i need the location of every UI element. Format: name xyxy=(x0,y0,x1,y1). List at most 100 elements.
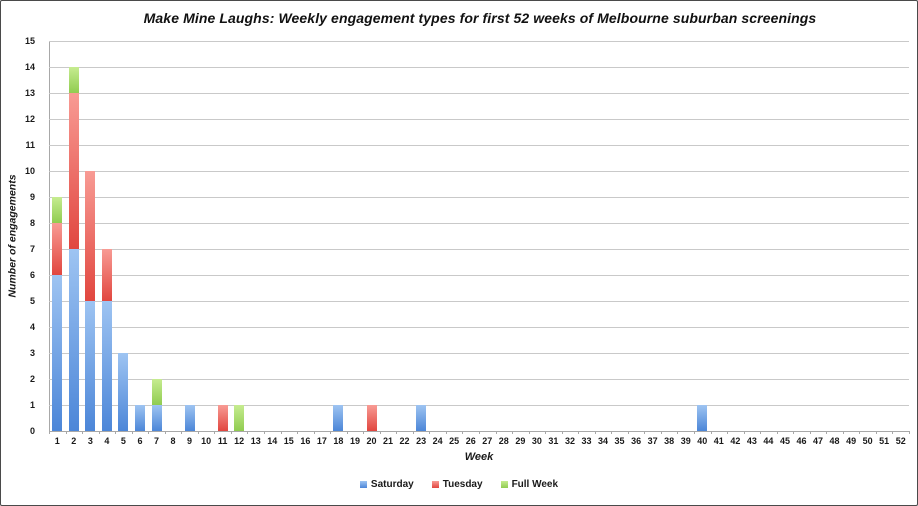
bar-segment-saturday-week-7 xyxy=(151,405,162,431)
bar-segment-full-week-week-2 xyxy=(68,67,79,93)
gridline xyxy=(49,171,909,172)
x-axis-tick xyxy=(230,431,232,434)
x-axis-tick xyxy=(379,431,381,434)
x-axis-tick xyxy=(297,431,299,434)
x-tick-label: 47 xyxy=(813,436,824,446)
chart-title: Make Mine Laughs: Weekly engagement type… xyxy=(143,10,817,26)
x-axis-tick xyxy=(561,431,563,434)
x-tick-label: 16 xyxy=(300,436,311,446)
x-tick-label: 20 xyxy=(366,436,377,446)
x-tick-label: 9 xyxy=(187,436,193,446)
y-tick-label: 12 xyxy=(24,114,35,124)
x-tick-label: 34 xyxy=(598,436,609,446)
x-axis-tick xyxy=(760,431,762,434)
x-axis-tick xyxy=(214,431,216,434)
bar-segment-tuesday-week-11 xyxy=(217,405,228,431)
x-tick-label: 50 xyxy=(862,436,873,446)
gridline xyxy=(49,301,909,302)
x-axis-tick xyxy=(545,431,547,434)
x-axis-tick xyxy=(875,431,877,434)
gridline xyxy=(49,405,909,406)
x-axis-tick xyxy=(512,431,514,434)
x-axis-tick xyxy=(909,431,910,434)
x-tick-label: 29 xyxy=(515,436,526,446)
x-axis-tick xyxy=(677,431,679,434)
x-tick-label: 33 xyxy=(581,436,592,446)
x-tick-label: 10 xyxy=(201,436,212,446)
x-tick-label: 8 xyxy=(170,436,176,446)
legend-swatch-icon xyxy=(500,481,508,488)
x-axis-tick xyxy=(842,431,844,434)
bar-segment-saturday-week-4 xyxy=(101,301,112,431)
x-tick-label: 46 xyxy=(796,436,807,446)
bar-segment-saturday-week-3 xyxy=(85,301,96,431)
legend: Saturday Tuesday Full Week xyxy=(1,479,917,490)
gridline xyxy=(49,119,909,120)
x-tick-label: 32 xyxy=(564,436,575,446)
x-axis-tick xyxy=(412,431,414,434)
legend-label: Full Week xyxy=(511,479,559,490)
x-tick-label: 30 xyxy=(531,436,542,446)
x-tick-label: 27 xyxy=(482,436,493,446)
bar-segment-saturday-week-40 xyxy=(697,405,708,431)
bar-segment-tuesday-week-1 xyxy=(52,223,63,275)
x-axis-title: Week xyxy=(464,451,494,463)
x-axis-tick xyxy=(445,431,447,434)
y-tick-label: 15 xyxy=(24,36,35,46)
x-tick-label: 23 xyxy=(416,436,427,446)
x-tick-label: 52 xyxy=(895,436,906,446)
x-tick-label: 40 xyxy=(697,436,708,446)
x-tick-label: 49 xyxy=(846,436,857,446)
bar-segment-saturday-week-18 xyxy=(333,405,344,431)
y-tick-label: 4 xyxy=(29,322,35,332)
x-axis-tick xyxy=(644,431,646,434)
bar-segment-saturday-week-9 xyxy=(184,405,195,431)
x-axis-tick xyxy=(65,431,67,434)
x-axis-tick xyxy=(727,431,729,434)
x-axis-tick xyxy=(776,431,778,434)
x-tick-label: 26 xyxy=(465,436,476,446)
x-tick-label: 45 xyxy=(779,436,790,446)
x-tick-label: 48 xyxy=(829,436,840,446)
y-tick-label: 1 xyxy=(29,400,35,410)
x-tick-label: 35 xyxy=(614,436,625,446)
bar-segment-tuesday-week-20 xyxy=(366,405,377,431)
x-tick-label: 11 xyxy=(217,436,228,446)
x-tick-label: 24 xyxy=(432,436,443,446)
x-axis-tick xyxy=(264,431,265,434)
x-tick-label: 17 xyxy=(316,436,327,446)
x-tick-label: 2 xyxy=(71,436,77,446)
x-tick-label: 14 xyxy=(267,436,278,446)
x-axis-tick xyxy=(181,431,183,434)
legend-label: Saturday xyxy=(370,479,414,490)
gridline xyxy=(49,327,909,328)
x-tick-label: 28 xyxy=(498,436,509,446)
x-axis-tick xyxy=(313,431,315,434)
plot-area xyxy=(49,41,910,434)
x-tick-label: 7 xyxy=(153,436,159,446)
y-tick-label: 10 xyxy=(24,166,35,176)
x-axis-tick xyxy=(793,431,795,434)
x-axis-tick xyxy=(280,431,282,434)
y-tick-label: 9 xyxy=(29,192,35,202)
x-axis-tick xyxy=(330,431,332,434)
bar-segment-saturday-week-23 xyxy=(416,405,427,431)
x-axis-tick xyxy=(710,431,712,434)
x-axis-tick xyxy=(611,431,613,434)
y-tick-label: 7 xyxy=(29,244,35,254)
y-tick-label: 2 xyxy=(29,374,35,384)
x-axis-tick xyxy=(49,431,50,434)
x-axis-tick xyxy=(148,431,150,434)
x-axis-tick xyxy=(396,431,398,434)
x-axis-tick xyxy=(495,431,497,434)
x-tick-label: 41 xyxy=(713,436,724,446)
x-axis-tick-labels: 1 2 3 4 5 6 7 8 9 10 11 12 13 14 15 16 17 18 19 20 21 22 23 24 2… xyxy=(49,436,909,448)
x-axis-tick xyxy=(660,431,662,434)
x-tick-label: 44 xyxy=(763,436,774,446)
x-tick-label: 25 xyxy=(449,436,460,446)
bar-segment-saturday-week-5 xyxy=(118,353,129,431)
y-tick-label: 3 xyxy=(29,348,35,358)
y-tick-label: 13 xyxy=(24,88,35,98)
x-axis-tick xyxy=(826,431,828,434)
gridline xyxy=(49,353,909,354)
